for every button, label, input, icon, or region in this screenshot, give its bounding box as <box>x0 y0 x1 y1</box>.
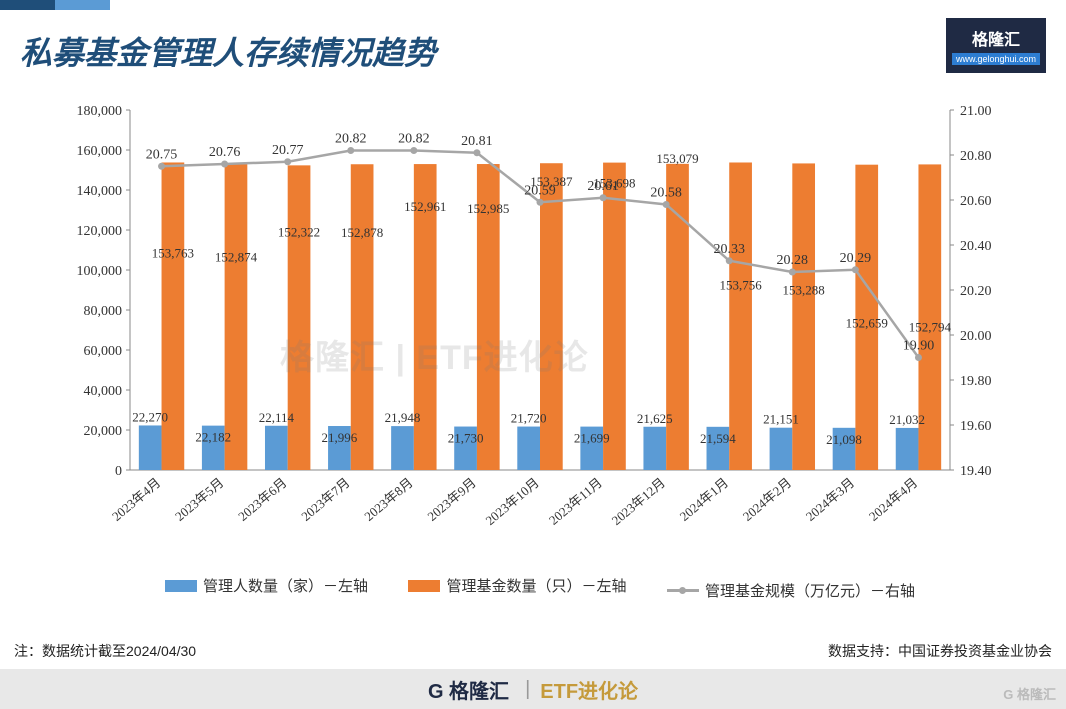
accent-bar-2 <box>55 0 110 10</box>
legend: 管理人数量（家）－左轴 管理基金数量（只）－左轴 管理基金规模（万亿元）－右轴 <box>90 575 990 601</box>
legend-label-funds: 管理基金数量（只）－左轴 <box>446 575 626 596</box>
brand-logo: 格隆汇 www.gelonghui.com <box>946 18 1046 73</box>
legend-label-managers: 管理人数量（家）－左轴 <box>203 575 368 596</box>
svg-text:2024年2月: 2024年2月 <box>740 475 794 524</box>
svg-text:140,000: 140,000 <box>77 184 123 199</box>
svg-text:2023年8月: 2023年8月 <box>361 475 415 524</box>
svg-text:153,763: 153,763 <box>152 245 194 260</box>
footer-separator: | <box>525 678 530 701</box>
corner-logo: G 格隆汇 <box>1003 684 1056 703</box>
svg-text:19.60: 19.60 <box>960 419 992 434</box>
svg-text:153,079: 153,079 <box>656 151 698 166</box>
svg-text:2023年5月: 2023年5月 <box>172 475 226 524</box>
svg-text:21,032: 21,032 <box>889 412 925 427</box>
svg-text:152,659: 152,659 <box>846 316 888 331</box>
svg-text:21,699: 21,699 <box>574 431 610 446</box>
svg-text:2024年4月: 2024年4月 <box>866 475 920 524</box>
svg-text:20.00: 20.00 <box>960 329 992 344</box>
svg-text:2024年3月: 2024年3月 <box>803 475 857 524</box>
legend-funds: 管理基金数量（只）－左轴 <box>408 575 626 596</box>
legend-scale: 管理基金规模（万亿元）－右轴 <box>667 580 915 601</box>
svg-text:20,000: 20,000 <box>84 424 123 439</box>
svg-text:19.80: 19.80 <box>960 374 992 389</box>
svg-text:21.00: 21.00 <box>960 104 992 119</box>
footer-brand-2: ETF进化论 <box>540 675 638 704</box>
accent-bar-1 <box>0 0 55 10</box>
svg-text:22,182: 22,182 <box>195 430 231 445</box>
legend-swatch-managers <box>165 580 197 592</box>
svg-text:21,594: 21,594 <box>700 431 736 446</box>
svg-text:20.58: 20.58 <box>650 186 682 201</box>
svg-text:21,996: 21,996 <box>322 430 358 445</box>
svg-text:152,985: 152,985 <box>467 201 509 216</box>
svg-text:153,288: 153,288 <box>783 282 825 297</box>
svg-text:152,878: 152,878 <box>341 225 383 240</box>
svg-text:20.28: 20.28 <box>777 253 809 268</box>
svg-text:20.82: 20.82 <box>335 132 367 147</box>
svg-text:21,625: 21,625 <box>637 411 673 426</box>
svg-text:2023年12月: 2023年12月 <box>609 475 668 528</box>
footer-bar: G 格隆汇 | ETF进化论 <box>0 669 1066 709</box>
brand-logo-name: 格隆汇 <box>972 26 1020 50</box>
svg-text:21,151: 21,151 <box>763 412 799 427</box>
svg-text:40,000: 40,000 <box>84 384 123 399</box>
svg-text:160,000: 160,000 <box>77 144 123 159</box>
svg-text:152,794: 152,794 <box>909 319 952 334</box>
svg-text:180,000: 180,000 <box>77 104 123 119</box>
chart-svg: 0 20,000 40,000 60,000 80,000 100,000 120,000 1… <box>60 100 1020 560</box>
svg-text:20.80: 20.80 <box>960 149 992 164</box>
svg-text:21,098: 21,098 <box>826 432 862 447</box>
svg-text:100,000: 100,000 <box>77 264 123 279</box>
svg-text:22,114: 22,114 <box>259 410 295 425</box>
svg-text:2023年11月: 2023年11月 <box>546 475 605 528</box>
svg-text:2023年7月: 2023年7月 <box>298 475 352 524</box>
footnote-right: 数据支持：中国证券投资基金业协会 <box>828 641 1052 661</box>
svg-text:152,961: 152,961 <box>404 199 446 214</box>
chart-container: 0 20,000 40,000 60,000 80,000 100,000 120,000 1… <box>60 100 1020 560</box>
legend-label-scale: 管理基金规模（万亿元）－右轴 <box>705 580 915 601</box>
svg-text:22,270: 22,270 <box>132 409 168 424</box>
svg-text:21,720: 21,720 <box>511 411 547 426</box>
svg-text:0: 0 <box>115 464 122 479</box>
svg-text:20.40: 20.40 <box>960 239 992 254</box>
svg-text:21,730: 21,730 <box>448 431 484 446</box>
svg-text:20.60: 20.60 <box>960 194 992 209</box>
svg-text:2023年10月: 2023年10月 <box>482 475 541 528</box>
legend-managers: 管理人数量（家）－左轴 <box>165 575 368 596</box>
svg-text:20.59: 20.59 <box>524 183 556 198</box>
svg-text:2023年9月: 2023年9月 <box>424 475 478 524</box>
svg-text:19.90: 19.90 <box>903 339 935 354</box>
svg-text:20.29: 20.29 <box>840 251 872 266</box>
svg-text:80,000: 80,000 <box>84 304 123 319</box>
legend-swatch-funds <box>408 580 440 592</box>
svg-text:20.61: 20.61 <box>587 179 619 194</box>
svg-text:152,874: 152,874 <box>215 249 258 264</box>
svg-text:2023年4月: 2023年4月 <box>109 475 163 524</box>
brand-logo-url: www.gelonghui.com <box>952 53 1040 65</box>
svg-text:153,756: 153,756 <box>719 277 762 292</box>
svg-text:19.40: 19.40 <box>960 464 992 479</box>
footnote-left: 注：数据统计截至2024/04/30 <box>14 641 196 661</box>
page-title: 私募基金管理人存续情况趋势 <box>20 28 436 74</box>
svg-text:20.75: 20.75 <box>146 147 178 162</box>
svg-text:20.81: 20.81 <box>461 134 493 149</box>
svg-text:20.82: 20.82 <box>398 132 430 147</box>
svg-text:20.77: 20.77 <box>272 143 304 158</box>
svg-text:2023年6月: 2023年6月 <box>235 475 289 524</box>
svg-text:20.33: 20.33 <box>713 242 745 257</box>
svg-text:120,000: 120,000 <box>77 224 123 239</box>
legend-swatch-scale <box>667 589 699 592</box>
footer-brand-1: G 格隆汇 <box>428 675 509 704</box>
svg-text:60,000: 60,000 <box>84 344 123 359</box>
svg-text:20.20: 20.20 <box>960 284 992 299</box>
svg-text:152,322: 152,322 <box>278 224 320 239</box>
svg-text:21,948: 21,948 <box>385 410 421 425</box>
svg-text:2024年1月: 2024年1月 <box>677 475 731 524</box>
svg-text:20.76: 20.76 <box>209 145 241 160</box>
